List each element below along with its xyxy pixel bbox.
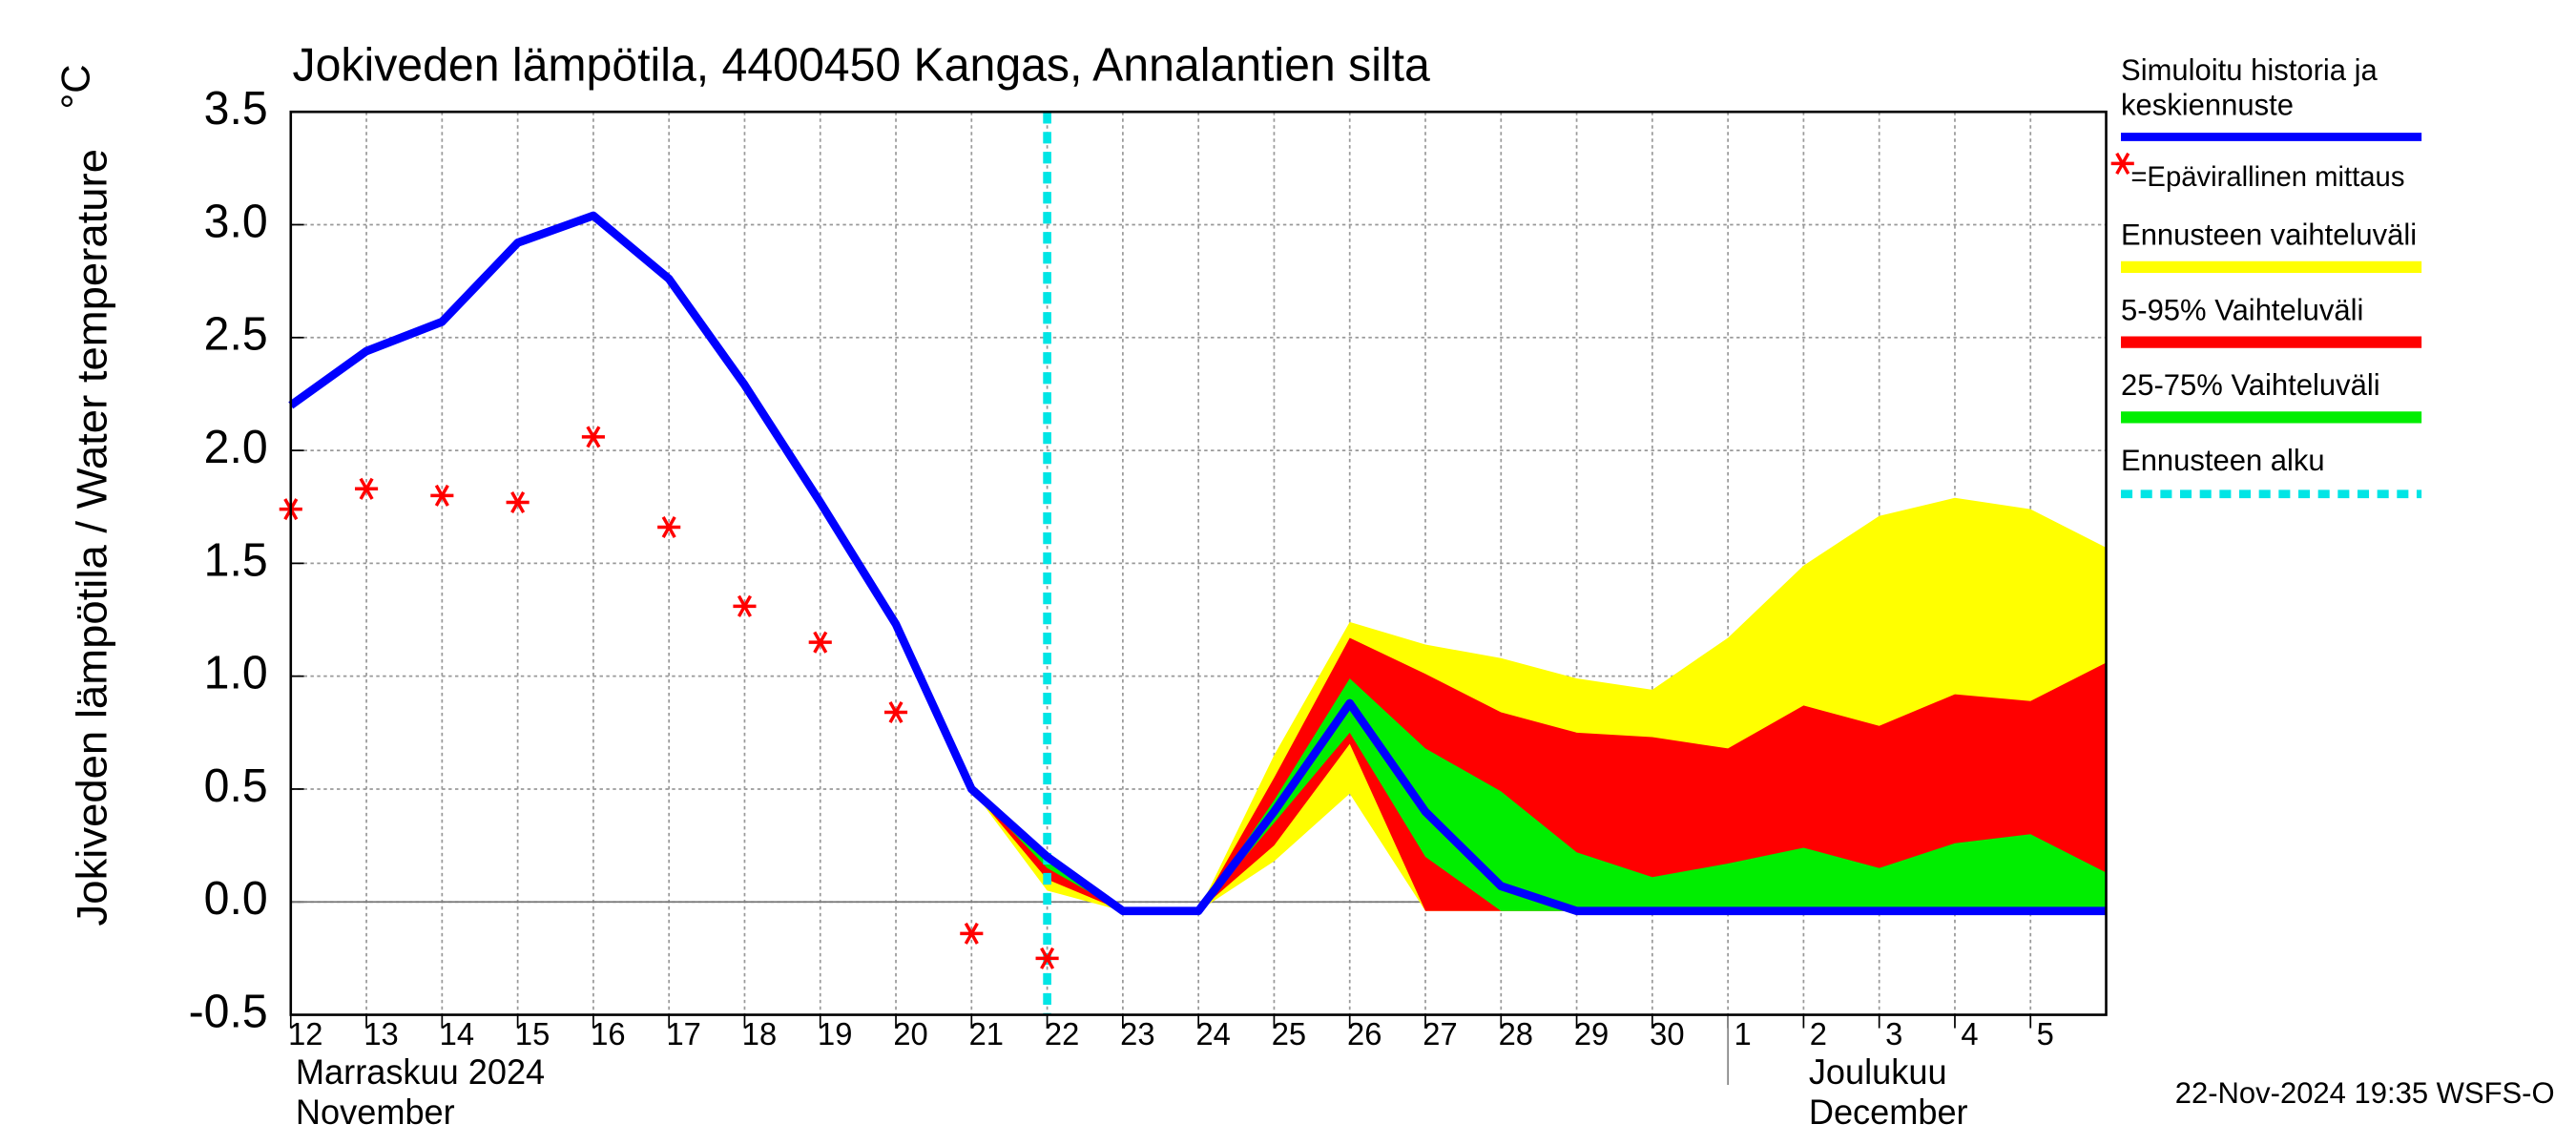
x-tick-label: 21 bbox=[969, 1016, 1004, 1051]
x-tick-label: 27 bbox=[1423, 1016, 1457, 1051]
x-tick-label: 25 bbox=[1272, 1016, 1306, 1051]
legend-marker bbox=[2110, 152, 2134, 175]
y-tick-label: 2.0 bbox=[204, 422, 268, 473]
x-tick-label: 3 bbox=[1885, 1016, 1902, 1051]
legend-text: Simuloitu historia ja keskiennuste bbox=[2121, 52, 2378, 122]
x-tick-label: 4 bbox=[1961, 1016, 1978, 1051]
plot-frame bbox=[289, 110, 2108, 1016]
measurement-marker bbox=[1035, 947, 1059, 969]
x-tick-label: 14 bbox=[440, 1016, 474, 1051]
legend-label: 5-95% Vaihteluväli bbox=[2121, 293, 2363, 326]
y-tick-label: 3.0 bbox=[204, 196, 268, 247]
legend-label: 25-75% Vaihteluväli bbox=[2121, 368, 2380, 402]
chart-title: Jokiveden lämpötila, 4400450 Kangas, Ann… bbox=[293, 39, 1431, 91]
series-line bbox=[288, 211, 2107, 916]
legend-label: Simuloitu historia ja keskiennuste bbox=[2121, 52, 2378, 122]
measurement-marker bbox=[657, 516, 681, 539]
x-tick-label: 23 bbox=[1120, 1016, 1154, 1051]
timestamp: 22-Nov-2024 19:35 WSFS-O bbox=[2175, 1076, 2555, 1110]
y-tick-label: 1.5 bbox=[204, 534, 268, 586]
x-tick-label: 18 bbox=[742, 1016, 777, 1051]
y-tick-label: -0.5 bbox=[189, 986, 268, 1037]
legend-label: Ennusteen alku bbox=[2121, 444, 2325, 477]
x-tick-label: 16 bbox=[591, 1016, 625, 1051]
y-tick-label: 0.0 bbox=[204, 873, 268, 925]
measurement-marker bbox=[883, 701, 908, 724]
measurement-marker bbox=[430, 484, 454, 507]
x-tick-label: 26 bbox=[1347, 1016, 1381, 1051]
x-tick-label: 1 bbox=[1735, 1016, 1752, 1051]
measurement-marker bbox=[808, 631, 832, 654]
x-tick-label: 29 bbox=[1574, 1016, 1609, 1051]
x-tick-label: 5 bbox=[2037, 1016, 2054, 1051]
x-tick-label: 12 bbox=[288, 1016, 322, 1051]
measurement-marker bbox=[506, 490, 530, 514]
y-axis-label: Jokiveden lämpötila / Water temperature bbox=[68, 149, 116, 926]
x-tick-label: 13 bbox=[364, 1016, 398, 1051]
legend-label: =Epävirallinen mittaus bbox=[2130, 161, 2404, 193]
month-label: Marraskuu 2024 bbox=[296, 1052, 545, 1092]
y-tick-label: 1.0 bbox=[204, 647, 268, 698]
legend-label: Ennusteen vaihteluväli bbox=[2121, 218, 2417, 251]
measurement-marker bbox=[355, 477, 379, 500]
x-tick-label: 30 bbox=[1650, 1016, 1684, 1051]
x-tick-label: 17 bbox=[666, 1016, 700, 1051]
measurement-marker bbox=[581, 426, 605, 448]
month-label: November bbox=[296, 1093, 455, 1132]
x-tick-label: 2 bbox=[1810, 1016, 1827, 1051]
month-label: December bbox=[1809, 1093, 1968, 1132]
measurement-marker bbox=[960, 922, 984, 945]
x-tick-label: 28 bbox=[1499, 1016, 1533, 1051]
measurement-marker bbox=[733, 594, 757, 617]
x-tick-label: 22 bbox=[1045, 1016, 1079, 1051]
y-tick-label: 3.5 bbox=[204, 83, 268, 135]
y-tick-label: 2.5 bbox=[204, 308, 268, 360]
y-unit: °C bbox=[53, 64, 98, 109]
x-tick-label: 24 bbox=[1195, 1016, 1230, 1051]
x-tick-label: 20 bbox=[893, 1016, 927, 1051]
month-label: Joulukuu bbox=[1809, 1052, 1947, 1092]
x-tick-label: 19 bbox=[818, 1016, 852, 1051]
y-tick-label: 0.5 bbox=[204, 760, 268, 812]
x-tick-label: 15 bbox=[515, 1016, 550, 1051]
